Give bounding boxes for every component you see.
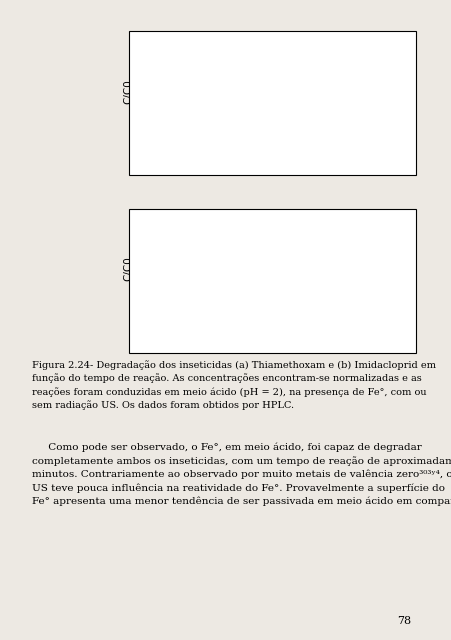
Text: (a): (a) <box>329 46 345 59</box>
Text: Como pode ser observado, o Fe°, em meio ácido, foi capaz de degradar
completamen: Como pode ser observado, o Fe°, em meio … <box>32 443 451 506</box>
Text: Figura 2.24- Degradação dos inseticidas (a) Thiamethoxam e (b) Imidacloprid em
f: Figura 2.24- Degradação dos inseticidas … <box>32 360 435 410</box>
Legend: THi/Fe0/pH2/sem US, THi/Fe0/pH2/com US: THi/Fe0/pH2/sem US, THi/Fe0/pH2/com US <box>288 47 404 78</box>
X-axis label: Tempo / min: Tempo / min <box>246 339 322 349</box>
Y-axis label: C/C0: C/C0 <box>124 257 133 281</box>
X-axis label: Tempo / min: Tempo / min <box>246 161 322 172</box>
Text: (b): (b) <box>329 223 345 236</box>
Text: 78: 78 <box>396 616 410 626</box>
Legend: IMI/Fe0/pH2/sem US, IMI/Fe0/pH2/com US: IMI/Fe0/pH2/sem US, IMI/Fe0/pH2/com US <box>290 225 404 255</box>
Y-axis label: C/C0: C/C0 <box>124 79 133 104</box>
